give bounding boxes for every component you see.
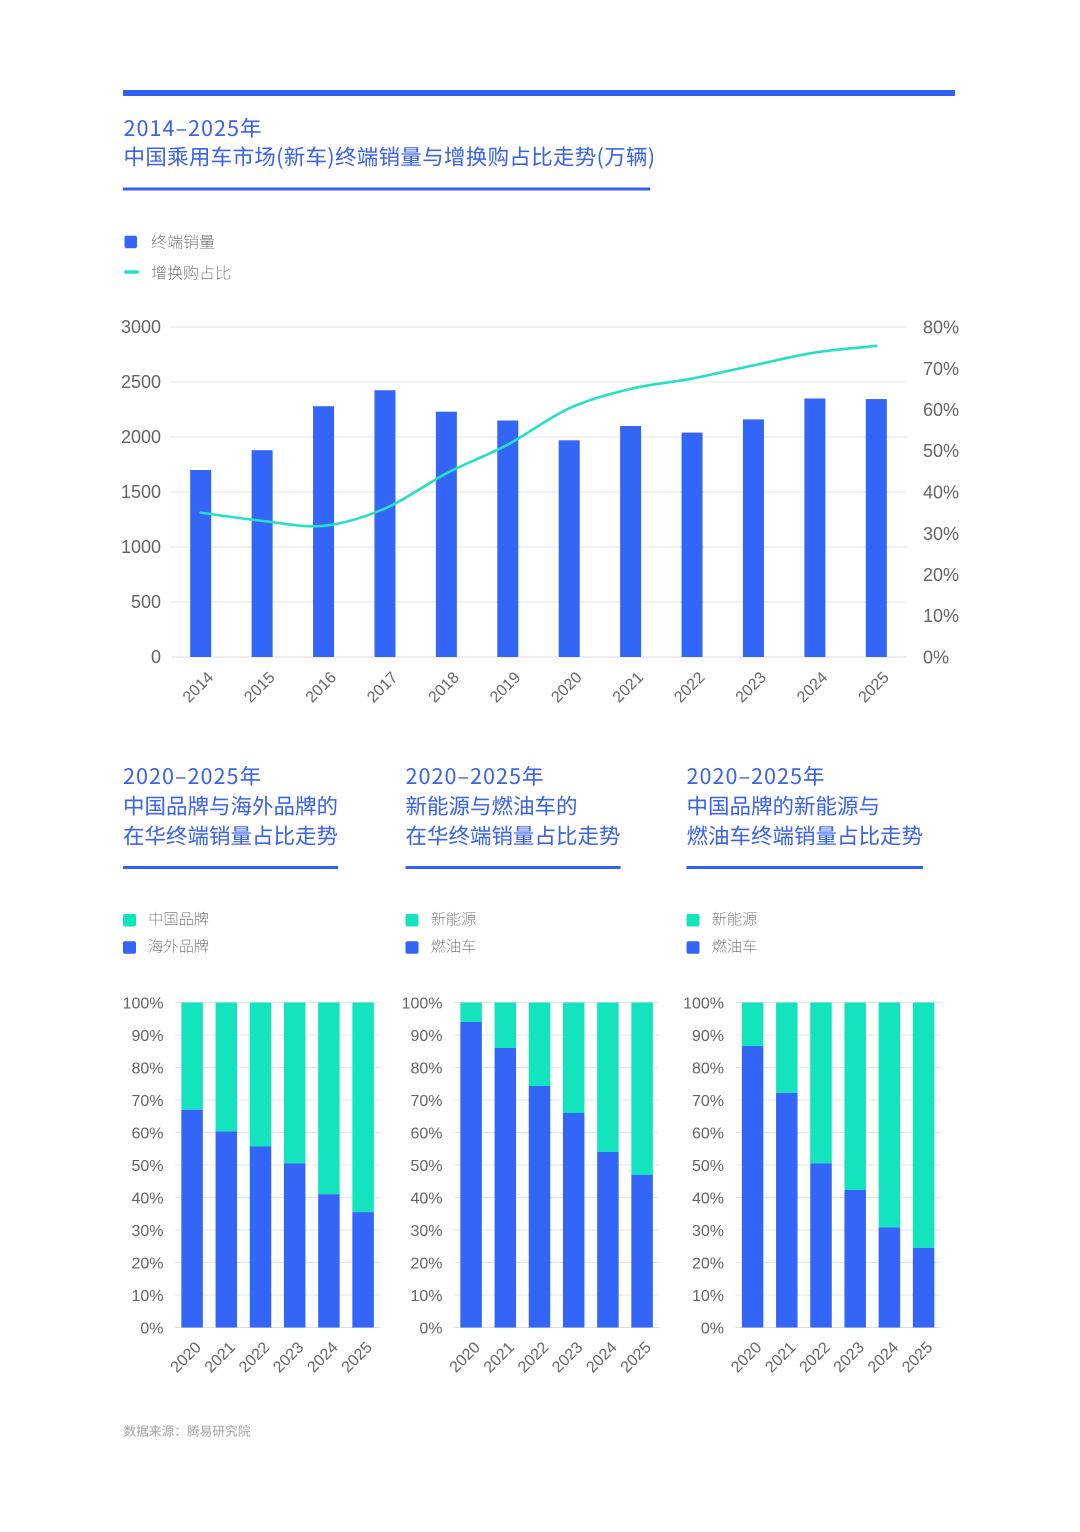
svg-text:2024: 2024 xyxy=(865,1339,902,1376)
svg-text:500: 500 xyxy=(131,592,161,612)
svg-text:3000: 3000 xyxy=(121,317,161,337)
svg-text:2020: 2020 xyxy=(548,669,585,706)
svg-text:40%: 40% xyxy=(692,1190,724,1207)
svg-text:40%: 40% xyxy=(410,1190,442,1207)
svg-text:30%: 30% xyxy=(131,1223,163,1240)
svg-text:30%: 30% xyxy=(410,1223,442,1240)
svg-text:1500: 1500 xyxy=(121,482,161,502)
svg-text:60%: 60% xyxy=(692,1125,724,1142)
svg-text:2022: 2022 xyxy=(671,669,708,706)
svg-text:2021: 2021 xyxy=(610,669,647,706)
svg-text:2025: 2025 xyxy=(339,1339,376,1376)
svg-text:2020: 2020 xyxy=(728,1339,765,1376)
svg-text:80%: 80% xyxy=(131,1060,163,1077)
svg-text:10%: 10% xyxy=(923,606,959,626)
svg-text:100%: 100% xyxy=(123,995,164,1012)
svg-text:2024: 2024 xyxy=(583,1339,620,1376)
svg-text:50%: 50% xyxy=(692,1158,724,1175)
svg-text:2022: 2022 xyxy=(515,1339,552,1376)
svg-text:10%: 10% xyxy=(410,1288,442,1305)
svg-text:10%: 10% xyxy=(131,1288,163,1305)
svg-text:90%: 90% xyxy=(692,1028,724,1045)
svg-text:2021: 2021 xyxy=(481,1339,518,1376)
svg-text:40%: 40% xyxy=(923,483,959,503)
svg-text:20%: 20% xyxy=(131,1255,163,1272)
svg-text:2023: 2023 xyxy=(831,1339,868,1376)
svg-text:2024: 2024 xyxy=(304,1339,341,1376)
svg-text:2022: 2022 xyxy=(797,1339,834,1376)
svg-text:20%: 20% xyxy=(923,565,959,585)
svg-text:2015: 2015 xyxy=(241,669,278,706)
svg-text:2025: 2025 xyxy=(856,669,893,706)
svg-text:100%: 100% xyxy=(402,995,443,1012)
svg-text:0: 0 xyxy=(151,647,161,667)
svg-text:2017: 2017 xyxy=(364,669,401,706)
svg-text:2023: 2023 xyxy=(549,1339,586,1376)
svg-text:60%: 60% xyxy=(410,1125,442,1142)
svg-text:50%: 50% xyxy=(923,441,959,461)
svg-text:2019: 2019 xyxy=(487,669,524,706)
svg-text:2021: 2021 xyxy=(202,1339,239,1376)
svg-text:80%: 80% xyxy=(692,1060,724,1077)
svg-text:70%: 70% xyxy=(923,359,959,379)
svg-text:80%: 80% xyxy=(410,1060,442,1077)
svg-text:0%: 0% xyxy=(701,1320,724,1337)
svg-text:0%: 0% xyxy=(419,1320,442,1337)
svg-text:2024: 2024 xyxy=(794,669,831,706)
svg-text:2025: 2025 xyxy=(899,1339,936,1376)
svg-text:2014: 2014 xyxy=(180,669,217,706)
svg-text:2025: 2025 xyxy=(618,1339,655,1376)
svg-text:80%: 80% xyxy=(923,318,959,338)
svg-text:100%: 100% xyxy=(683,995,724,1012)
svg-text:70%: 70% xyxy=(131,1093,163,1110)
svg-text:60%: 60% xyxy=(923,400,959,420)
svg-text:40%: 40% xyxy=(131,1190,163,1207)
svg-text:2020: 2020 xyxy=(168,1339,205,1376)
svg-text:20%: 20% xyxy=(692,1255,724,1272)
svg-text:50%: 50% xyxy=(131,1158,163,1175)
svg-text:2020: 2020 xyxy=(447,1339,484,1376)
svg-text:10%: 10% xyxy=(692,1288,724,1305)
svg-text:20%: 20% xyxy=(410,1255,442,1272)
svg-text:90%: 90% xyxy=(131,1028,163,1045)
svg-text:2016: 2016 xyxy=(303,669,340,706)
svg-text:70%: 70% xyxy=(410,1093,442,1110)
svg-text:30%: 30% xyxy=(692,1223,724,1240)
svg-text:70%: 70% xyxy=(692,1093,724,1110)
svg-text:90%: 90% xyxy=(410,1028,442,1045)
svg-text:1000: 1000 xyxy=(121,537,161,557)
svg-text:2023: 2023 xyxy=(733,669,770,706)
svg-text:2000: 2000 xyxy=(121,427,161,447)
svg-text:0%: 0% xyxy=(923,648,949,668)
svg-text:60%: 60% xyxy=(131,1125,163,1142)
svg-text:2500: 2500 xyxy=(121,372,161,392)
svg-text:2023: 2023 xyxy=(270,1339,307,1376)
svg-text:2018: 2018 xyxy=(426,669,463,706)
svg-text:2022: 2022 xyxy=(236,1339,273,1376)
svg-text:2021: 2021 xyxy=(762,1339,799,1376)
svg-text:0%: 0% xyxy=(140,1320,163,1337)
svg-text:50%: 50% xyxy=(410,1158,442,1175)
svg-text:30%: 30% xyxy=(923,524,959,544)
